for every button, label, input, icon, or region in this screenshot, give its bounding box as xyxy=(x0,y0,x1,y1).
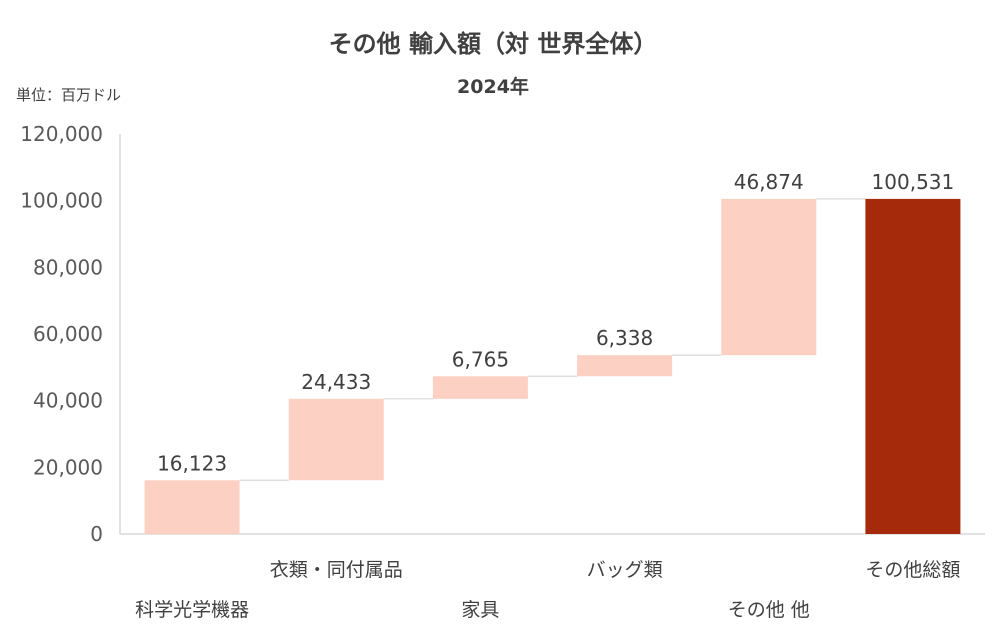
bar xyxy=(865,198,961,534)
data-label: 46,874 xyxy=(734,170,804,194)
y-tick-label: 40,000 xyxy=(33,389,103,413)
category-label: 衣類・同付属品 xyxy=(270,559,403,581)
bars xyxy=(144,198,961,534)
category-label: 科学光学機器 xyxy=(135,599,249,621)
y-tick-label: 60,000 xyxy=(33,322,103,346)
bar xyxy=(432,376,528,399)
data-label: 100,531 xyxy=(872,170,955,194)
connector-lines xyxy=(239,198,866,481)
bar xyxy=(144,480,240,534)
data-label: 6,338 xyxy=(596,326,653,350)
y-axis-ticks: 0 20,000 40,000 60,000 80,000 100,000 120,000 xyxy=(20,122,103,546)
data-label: 24,433 xyxy=(301,370,371,394)
y-tick-label: 100,000 xyxy=(20,189,103,213)
y-tick-label: 20,000 xyxy=(33,455,103,479)
chart-subtitle: 2024年 xyxy=(457,75,529,98)
y-tick-label: 120,000 xyxy=(20,122,103,146)
category-label: その他総額 xyxy=(865,559,960,581)
unit-label: 単位：百万ドル xyxy=(16,86,121,104)
bar xyxy=(721,198,817,356)
category-label: バッグ類 xyxy=(587,559,663,581)
data-label: 6,765 xyxy=(452,347,509,371)
category-label: 家具 xyxy=(461,599,499,621)
bar xyxy=(577,355,673,377)
data-label: 16,123 xyxy=(157,451,227,475)
chart-title: その他 輸入額（対 世界全体） xyxy=(329,30,658,58)
y-tick-label: 80,000 xyxy=(33,255,103,279)
data-labels: 16,123 24,433 6,765 6,338 46,874 100,531 xyxy=(157,170,954,475)
y-tick-label: 0 xyxy=(90,522,103,546)
category-label: その他 他 xyxy=(728,599,810,621)
bar xyxy=(288,398,384,481)
